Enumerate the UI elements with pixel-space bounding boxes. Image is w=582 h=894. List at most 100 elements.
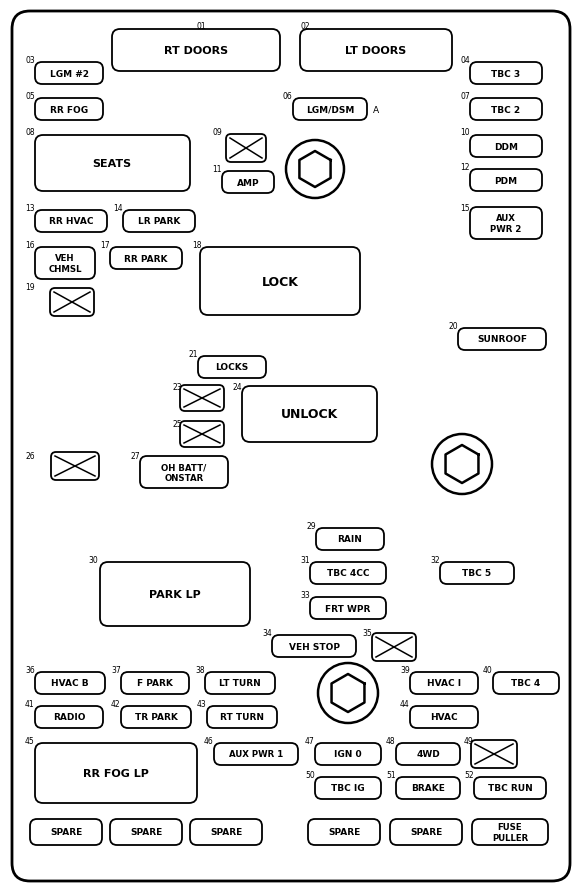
Text: 09: 09 [212,128,222,137]
Text: 26: 26 [25,451,34,460]
FancyBboxPatch shape [123,211,195,232]
Text: A: A [373,105,379,114]
Text: 11: 11 [212,164,222,173]
Text: SPARE: SPARE [210,828,242,837]
FancyBboxPatch shape [222,172,274,194]
FancyBboxPatch shape [372,633,416,662]
Text: LOCK: LOCK [261,275,299,288]
FancyBboxPatch shape [35,706,103,729]
Text: 25: 25 [172,419,182,428]
Text: 34: 34 [262,628,272,637]
FancyBboxPatch shape [300,30,452,72]
FancyBboxPatch shape [474,777,546,799]
Text: TBC IG: TBC IG [331,784,365,793]
Text: TBC 2: TBC 2 [491,105,520,114]
Text: 39: 39 [400,665,410,674]
Text: VEH STOP: VEH STOP [289,642,339,651]
Text: 47: 47 [305,736,315,746]
FancyBboxPatch shape [198,357,266,378]
Text: 10: 10 [460,128,470,137]
Text: 38: 38 [195,665,205,674]
FancyBboxPatch shape [472,819,548,845]
FancyBboxPatch shape [493,672,559,695]
FancyBboxPatch shape [35,672,105,695]
FancyBboxPatch shape [35,99,103,121]
Text: SPARE: SPARE [130,828,162,837]
Text: LGM/DSM: LGM/DSM [306,105,354,114]
FancyBboxPatch shape [50,289,94,316]
Text: 18: 18 [192,240,201,249]
Text: RAIN: RAIN [338,535,363,544]
Text: 50: 50 [305,770,315,780]
FancyBboxPatch shape [310,562,386,585]
Text: SUNROOF: SUNROOF [477,335,527,344]
Text: 45: 45 [25,736,35,746]
FancyBboxPatch shape [207,706,277,729]
Text: RR FOG: RR FOG [50,105,88,114]
FancyBboxPatch shape [471,740,517,768]
Text: 44: 44 [400,699,410,708]
Text: 51: 51 [386,770,396,780]
Text: 05: 05 [25,92,35,101]
Text: 20: 20 [448,322,457,331]
Text: 13: 13 [25,204,34,213]
Text: 17: 17 [100,240,109,249]
FancyBboxPatch shape [110,248,182,270]
Text: 52: 52 [464,770,474,780]
Text: 27: 27 [130,451,140,460]
FancyBboxPatch shape [470,99,542,121]
Circle shape [432,434,492,494]
Text: 23: 23 [172,383,182,392]
Text: 14: 14 [113,204,123,213]
Text: AUX PWR 1: AUX PWR 1 [229,750,283,759]
FancyBboxPatch shape [242,386,377,443]
Text: LR PARK: LR PARK [138,217,180,226]
Text: 48: 48 [386,736,396,746]
Text: SPARE: SPARE [410,828,442,837]
Text: 07: 07 [460,92,470,101]
Text: F PARK: F PARK [137,679,173,687]
Text: LGM #2: LGM #2 [49,70,88,79]
FancyBboxPatch shape [390,819,462,845]
FancyBboxPatch shape [180,385,224,411]
Text: IGN 0: IGN 0 [334,750,362,759]
Text: 31: 31 [300,555,310,564]
Text: UNLOCK: UNLOCK [281,408,338,421]
Text: HVAC I: HVAC I [427,679,461,687]
Text: 36: 36 [25,665,35,674]
Text: 12: 12 [460,163,470,172]
Text: 06: 06 [282,92,292,101]
Text: 15: 15 [460,204,470,213]
Text: 08: 08 [25,128,34,137]
Text: RADIO: RADIO [53,713,85,721]
Text: TBC 3: TBC 3 [491,70,520,79]
FancyBboxPatch shape [35,211,107,232]
Text: TBC 5: TBC 5 [463,569,492,578]
Text: 04: 04 [460,56,470,65]
FancyBboxPatch shape [396,777,460,799]
FancyBboxPatch shape [180,422,224,448]
Text: TBC 4: TBC 4 [512,679,541,687]
FancyBboxPatch shape [226,135,266,163]
Text: LOCKS: LOCKS [215,363,249,372]
Text: 37: 37 [111,665,120,674]
Text: 49: 49 [464,736,474,746]
Text: HVAC B: HVAC B [51,679,89,687]
Text: 46: 46 [204,736,214,746]
Text: PARK LP: PARK LP [149,589,201,599]
Text: 21: 21 [188,350,197,358]
FancyBboxPatch shape [140,457,228,488]
Text: 43: 43 [197,699,207,708]
FancyBboxPatch shape [470,63,542,85]
Text: 19: 19 [25,283,34,291]
Text: FUSE
PULLER: FUSE PULLER [492,822,528,842]
Text: TBC 4CC: TBC 4CC [327,569,369,578]
FancyBboxPatch shape [308,819,380,845]
Text: DDM: DDM [494,142,518,151]
FancyBboxPatch shape [35,248,95,280]
FancyBboxPatch shape [12,12,570,881]
Text: AUX
PWR 2: AUX PWR 2 [490,214,521,233]
Text: 03: 03 [25,56,35,65]
Text: HVAC: HVAC [430,713,458,721]
Text: 24: 24 [232,383,242,392]
